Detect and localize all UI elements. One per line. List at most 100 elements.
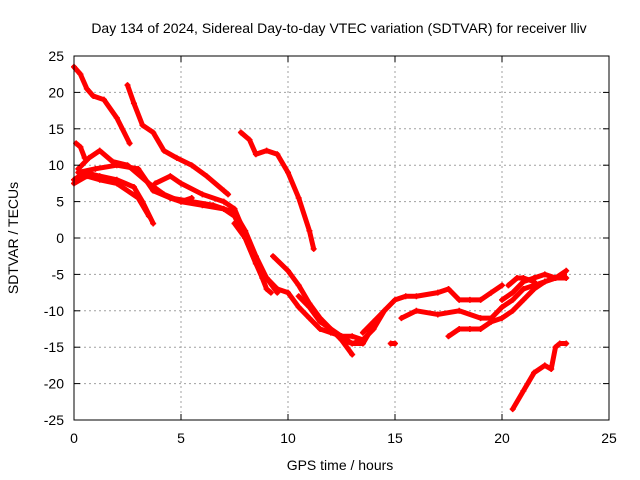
data-point [130, 100, 137, 107]
data-point [178, 180, 184, 187]
y-tick-label: -5 [52, 266, 65, 282]
data-point [359, 329, 366, 336]
data-point [370, 326, 377, 332]
data-point [548, 366, 555, 373]
series-line [71, 173, 152, 219]
y-tick-label: -10 [44, 303, 64, 319]
axis-ticks: 0 5 10 15 20 25 -25 -20 -15 -10 -5 0 5 10 15 20 25 [44, 48, 617, 446]
series-line [71, 64, 133, 146]
y-tick-label: 5 [56, 194, 64, 210]
data-point [381, 307, 388, 314]
data-point [499, 296, 505, 303]
data-point [477, 296, 484, 303]
y-axis-label: SDTVAR / TECUs [5, 182, 21, 294]
data-point [499, 315, 505, 322]
data-point [263, 285, 270, 292]
data-point [306, 227, 313, 234]
data-point [274, 151, 281, 158]
series-track-2 [73, 140, 88, 161]
y-tick-label: 25 [48, 48, 64, 64]
data-point [139, 122, 146, 129]
data-point [552, 344, 559, 351]
series-track-17 [387, 340, 398, 347]
data-point [203, 173, 210, 180]
data-point [327, 326, 334, 332]
data-point [402, 293, 409, 300]
grid-lines [74, 56, 609, 420]
series-track-20 [499, 267, 570, 303]
data-point [259, 275, 266, 282]
data-point [499, 282, 505, 289]
y-tick-label: -25 [44, 412, 64, 428]
series-line [232, 220, 274, 296]
data-point [488, 318, 495, 325]
data-point [242, 235, 249, 241]
data-point [513, 275, 520, 282]
y-tick-label: -15 [44, 339, 64, 355]
data-point [398, 315, 405, 322]
data-point [505, 282, 512, 289]
data-point [556, 340, 563, 347]
data-point [349, 340, 356, 347]
data-point [75, 169, 82, 176]
data-point [413, 307, 420, 314]
data-point [113, 162, 120, 169]
data-point [199, 202, 206, 209]
data-point [225, 191, 232, 198]
series-line [505, 275, 537, 288]
data-point [173, 154, 180, 161]
data-point [92, 165, 99, 172]
data-point [563, 340, 570, 347]
data-series [71, 63, 570, 413]
x-tick-label: 10 [280, 430, 296, 446]
data-point [77, 144, 84, 150]
data-point [520, 296, 527, 303]
data-point [96, 176, 103, 183]
data-point [531, 278, 538, 285]
data-point [445, 333, 452, 340]
data-point [96, 147, 103, 154]
data-point [135, 165, 142, 172]
x-tick-label: 25 [601, 430, 617, 446]
data-point [392, 296, 398, 303]
series-line [125, 82, 231, 197]
data-point [295, 194, 302, 201]
data-point [306, 304, 313, 311]
series-line [510, 341, 569, 412]
data-point [306, 315, 313, 322]
x-tick-label: 15 [387, 430, 403, 446]
data-point [160, 147, 167, 154]
data-point [434, 311, 441, 318]
data-point [231, 213, 238, 220]
series-track-1 [71, 63, 133, 147]
data-point [349, 333, 356, 340]
data-point [434, 289, 441, 296]
data-point [231, 205, 238, 212]
data-point [541, 271, 548, 278]
x-tick-label: 0 [70, 430, 78, 446]
data-point [520, 275, 527, 282]
data-point [499, 304, 505, 311]
data-point [310, 245, 317, 252]
data-point [370, 318, 377, 325]
data-point [338, 336, 345, 343]
y-tick-label: 10 [48, 157, 64, 173]
data-point [456, 296, 463, 303]
data-point [509, 307, 516, 314]
data-point [152, 180, 159, 187]
data-point [285, 289, 291, 296]
series-track-10 [237, 129, 317, 252]
data-point [220, 187, 227, 194]
series-line [274, 286, 377, 347]
y-tick-label: 20 [48, 84, 64, 100]
data-point [150, 220, 157, 227]
data-point [392, 340, 398, 347]
y-tick-label: -20 [44, 376, 64, 392]
y-tick-label: 15 [48, 121, 64, 137]
data-point [509, 296, 516, 303]
data-point [83, 85, 90, 92]
data-point [466, 326, 473, 332]
series-track-11 [231, 220, 274, 296]
data-point [167, 173, 174, 180]
